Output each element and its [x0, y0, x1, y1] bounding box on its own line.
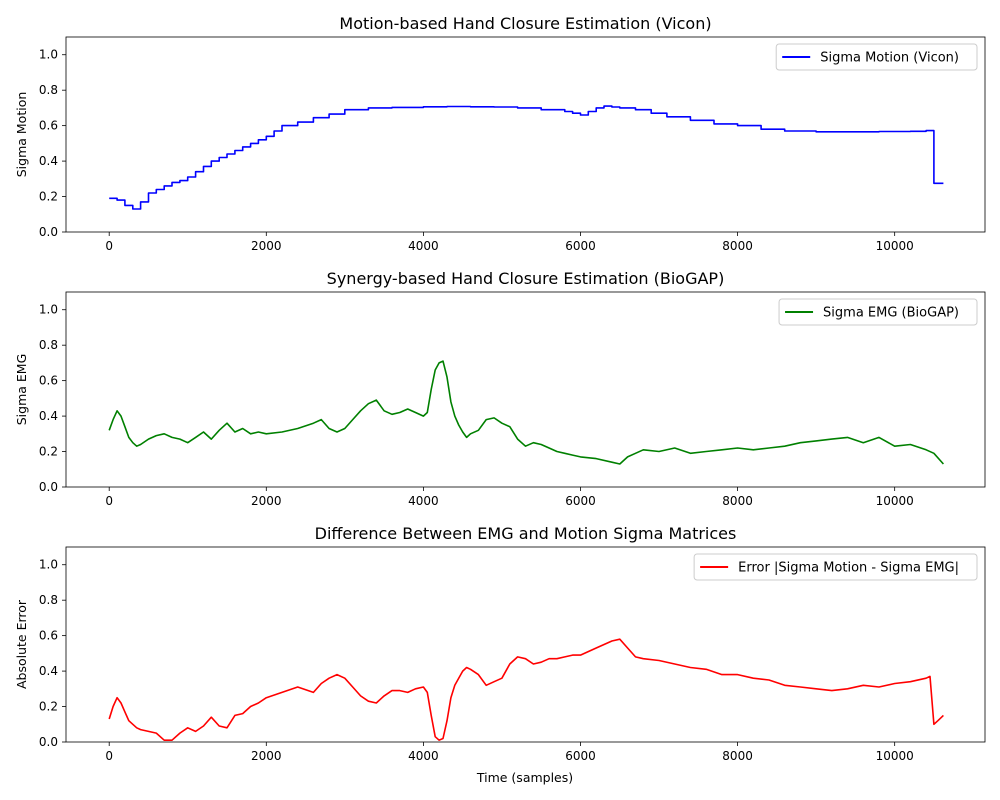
x-tick-label: 6000 [565, 749, 596, 763]
x-tick-label: 10000 [876, 749, 914, 763]
x-tick-label: 2000 [251, 749, 282, 763]
x-tick-label: 4000 [408, 749, 439, 763]
y-axis-label: Absolute Error [14, 599, 29, 689]
y-tick-label: 0.4 [39, 664, 58, 678]
y-tick-label: 0.8 [39, 338, 58, 352]
legend: Sigma Motion (Vicon) [775, 43, 978, 71]
x-axis-label: Time (samples) [476, 770, 573, 785]
panel-emg: Synergy-based Hand Closure Estimation (B… [14, 269, 986, 508]
plot-area: 0 2000 4000 6000 8000 10000 0.0 0.2 0.4 0.6 0.8 1.0 [39, 36, 986, 253]
panel-error: Difference Between EMG and Motion Sigma … [14, 524, 986, 763]
axes-frame [65, 546, 986, 743]
x-tick-label: 6000 [565, 239, 596, 253]
y-tick-label: 0.0 [39, 480, 58, 494]
legend: Sigma EMG (BioGAP) [778, 298, 978, 326]
y-tick-label: 0.4 [39, 154, 58, 168]
x-tick-label: 10000 [876, 239, 914, 253]
x-tick-label: 2000 [251, 239, 282, 253]
x-tick-label: 8000 [722, 494, 753, 508]
plot-area: 0 2000 4000 6000 8000 10000 0.0 0.2 0.4 0.6 0.8 1.0 [39, 291, 986, 508]
y-tick-label: 0.0 [39, 735, 58, 749]
series-line [108, 360, 944, 465]
y-tick-label: 0.4 [39, 409, 58, 423]
y-tick-label: 0.8 [39, 593, 58, 607]
plot-area: 0 2000 4000 6000 8000 10000 0.0 0.2 0.4 0.6 0.8 1.0 [39, 546, 986, 763]
x-tick-label: 0 [105, 494, 113, 508]
y-tick-label: 0.2 [39, 700, 58, 714]
legend-entry-label: Sigma Motion (Vicon) [820, 51, 959, 66]
panel-title: Difference Between EMG and Motion Sigma … [315, 524, 737, 543]
x-tick-label: 8000 [722, 749, 753, 763]
x-tick-label: 0 [105, 749, 113, 763]
y-tick-label: 1.0 [39, 558, 58, 572]
y-tick-label: 0.6 [39, 119, 58, 133]
x-tick-label: 8000 [722, 239, 753, 253]
x-tick-label: 10000 [876, 494, 914, 508]
panel-title: Synergy-based Hand Closure Estimation (B… [327, 269, 725, 288]
x-tick-label: 6000 [565, 494, 596, 508]
x-tick-label: 2000 [251, 494, 282, 508]
y-tick-label: 0.2 [39, 190, 58, 204]
legend-box [778, 298, 978, 326]
y-tick-label: 0.6 [39, 374, 58, 388]
y-tick-label: 0.2 [39, 445, 58, 459]
y-axis-label: Sigma EMG [14, 354, 29, 426]
series-line [108, 638, 944, 741]
axes-frame [65, 36, 986, 233]
legend-entry-label: Error |Sigma Motion - Sigma EMG| [738, 561, 959, 576]
axes-frame [65, 291, 986, 488]
legend-entry-label: Sigma EMG (BioGAP) [823, 306, 959, 321]
y-tick-label: 1.0 [39, 48, 58, 62]
x-tick-label: 4000 [408, 239, 439, 253]
legend: Error |Sigma Motion - Sigma EMG| [693, 553, 978, 581]
y-tick-label: 0.8 [39, 83, 58, 97]
y-tick-label: 0.0 [39, 225, 58, 239]
legend-box [693, 553, 978, 581]
y-tick-label: 0.6 [39, 629, 58, 643]
y-tick-label: 1.0 [39, 303, 58, 317]
series-line [109, 105, 944, 210]
legend-box [775, 43, 978, 71]
y-axis-label: Sigma Motion [14, 92, 29, 178]
x-tick-label: 4000 [408, 494, 439, 508]
panel-title: Motion-based Hand Closure Estimation (Vi… [339, 14, 711, 33]
panel-motion: Motion-based Hand Closure Estimation (Vi… [14, 14, 986, 253]
x-tick-label: 0 [105, 239, 113, 253]
